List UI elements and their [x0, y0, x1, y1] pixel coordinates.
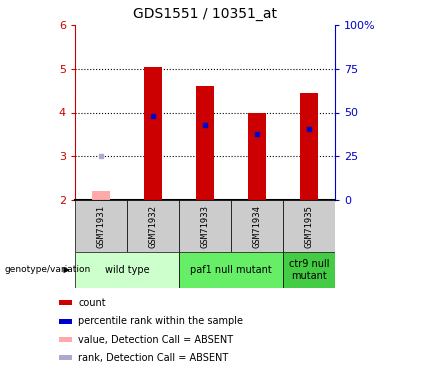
Bar	[59, 300, 72, 306]
Title: GDS1551 / 10351_at: GDS1551 / 10351_at	[133, 7, 277, 21]
Text: value, Detection Call = ABSENT: value, Detection Call = ABSENT	[78, 334, 233, 345]
Text: GSM71931: GSM71931	[97, 204, 106, 248]
Bar	[231, 200, 283, 252]
Text: ctr9 null
mutant: ctr9 null mutant	[289, 259, 329, 281]
Bar	[92, 191, 110, 200]
Text: genotype/variation: genotype/variation	[4, 266, 90, 274]
Text: rank, Detection Call = ABSENT: rank, Detection Call = ABSENT	[78, 353, 229, 363]
Text: paf1 null mutant: paf1 null mutant	[190, 265, 272, 275]
Bar	[283, 252, 335, 288]
Text: GSM71934: GSM71934	[252, 204, 262, 248]
Bar	[196, 86, 214, 200]
Bar	[75, 200, 127, 252]
Bar	[59, 356, 72, 360]
Text: wild type: wild type	[105, 265, 149, 275]
Text: GSM71935: GSM71935	[304, 204, 313, 248]
Bar	[179, 200, 231, 252]
Text: GSM71933: GSM71933	[200, 204, 210, 248]
Bar	[283, 200, 335, 252]
Bar	[248, 112, 266, 200]
Bar	[144, 67, 162, 200]
Bar	[127, 200, 179, 252]
Bar	[75, 252, 179, 288]
Bar	[300, 93, 318, 200]
Text: percentile rank within the sample: percentile rank within the sample	[78, 316, 243, 326]
Text: GSM71932: GSM71932	[149, 204, 158, 248]
Bar	[59, 319, 72, 324]
Bar	[179, 252, 283, 288]
Bar	[59, 337, 72, 342]
Text: count: count	[78, 298, 106, 308]
